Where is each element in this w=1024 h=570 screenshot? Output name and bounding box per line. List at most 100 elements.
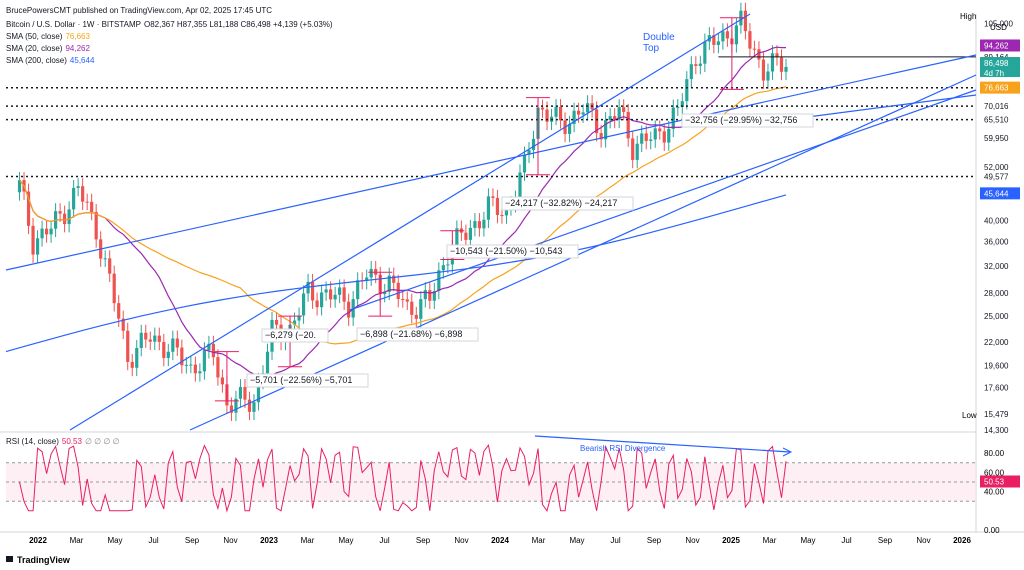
time-tick: Nov [685, 536, 699, 545]
candle [586, 95, 590, 121]
candle [63, 205, 67, 233]
candle-body [103, 258, 107, 260]
candle [35, 230, 40, 263]
time-tick: May [338, 536, 353, 545]
sma50-legend[interactable]: SMA (50, close) 76,663 [6, 32, 93, 41]
drop-label: −6,898 (−21.68%) −6,898 [360, 329, 462, 339]
candle-body [766, 71, 770, 81]
candle-body [342, 287, 346, 302]
sma200-value: 45,644 [69, 56, 95, 65]
rsi-legend[interactable]: RSI (14, close) 50.53 ∅ ∅ ∅ ∅ [6, 437, 122, 446]
candle-body [144, 332, 148, 340]
candle [135, 339, 139, 377]
candle [94, 203, 98, 248]
price-tick: 14,300 [984, 426, 1009, 435]
drop-label-bg [501, 196, 634, 211]
candle-body [243, 387, 247, 400]
candle-body [486, 196, 491, 220]
candle [667, 120, 671, 151]
candle-body [338, 287, 342, 295]
candle-body [180, 347, 184, 366]
current-price-tag-sub: 4d 7h [984, 69, 1004, 78]
candle [613, 108, 617, 129]
candle [784, 58, 788, 81]
candle-body [162, 341, 166, 358]
candle-body [667, 128, 671, 143]
candle-body [662, 131, 666, 143]
candle-body [572, 110, 576, 124]
candle [175, 330, 179, 356]
candle-body [734, 25, 738, 45]
price-tick: 32,000 [984, 262, 1009, 271]
candle [428, 282, 432, 310]
candle-body [72, 187, 76, 210]
candle-body [238, 387, 243, 399]
drop-label: −32,756 (−29.95%) −32,756 [685, 115, 797, 125]
candle-body [265, 351, 270, 374]
time-tick: Nov [916, 536, 930, 545]
candle-body [315, 300, 319, 308]
candle-body [148, 339, 152, 342]
candle-body [31, 225, 35, 255]
candle [558, 99, 563, 129]
time-tick: 2025 [722, 536, 740, 545]
candle [757, 41, 761, 68]
candle-body [775, 53, 779, 58]
candle-body [635, 143, 639, 160]
candle [631, 130, 635, 169]
candle [17, 172, 22, 201]
candle-body [531, 138, 536, 151]
drop-label-bg [356, 327, 479, 342]
symbol-line: Bitcoin / U.S. Dollar · 1W · BITSTAMP O82… [6, 20, 336, 29]
candle-body [333, 294, 337, 300]
candle-body [540, 107, 545, 110]
candle [211, 335, 215, 366]
candle-body [365, 277, 369, 282]
sma20-legend[interactable]: SMA (20, close) 94,262 [6, 44, 93, 53]
candle-body [545, 109, 549, 122]
candle [85, 193, 89, 211]
candle [703, 33, 707, 72]
sma20-label: SMA (20, close) [6, 44, 63, 53]
sma200-line [5, 194, 787, 353]
candle-body [274, 319, 279, 325]
candle-body [482, 219, 486, 229]
candle-body [216, 357, 220, 378]
candle-body [157, 335, 161, 342]
sma200-legend[interactable]: SMA (200, close) 45,644 [6, 56, 97, 65]
candle-body [752, 48, 757, 50]
candle-body [437, 270, 441, 292]
candle [31, 217, 35, 263]
candle [144, 324, 148, 348]
time-tick: 2024 [491, 536, 509, 545]
candle [698, 55, 702, 75]
candle-body [410, 301, 414, 315]
candle [81, 178, 85, 211]
candle [157, 327, 161, 351]
candle-body [721, 31, 725, 42]
candle [193, 356, 197, 382]
price-tick: 36,000 [984, 238, 1009, 247]
candle-body [320, 292, 324, 308]
candle [635, 135, 639, 169]
candle [694, 56, 698, 75]
price-tick: 25,000 [984, 312, 1009, 321]
candle [464, 224, 468, 249]
candle [567, 115, 572, 143]
candle [770, 45, 775, 80]
drop-label-bg [681, 113, 814, 128]
candle-body [631, 138, 635, 160]
sma50-value: 76,663 [65, 32, 90, 41]
candle-body [76, 186, 80, 188]
candle-body [671, 107, 675, 129]
drop-label-bg [446, 244, 579, 259]
candle-body [324, 289, 328, 293]
candle-body [784, 66, 788, 72]
candle [369, 260, 373, 286]
drop-label: −5,701 (−22.56%) −5,701 [250, 375, 352, 385]
trend-line [69, 13, 751, 431]
price-tick: 105,000 [984, 19, 1013, 28]
candle-body [491, 196, 495, 198]
candle-body [247, 399, 252, 412]
